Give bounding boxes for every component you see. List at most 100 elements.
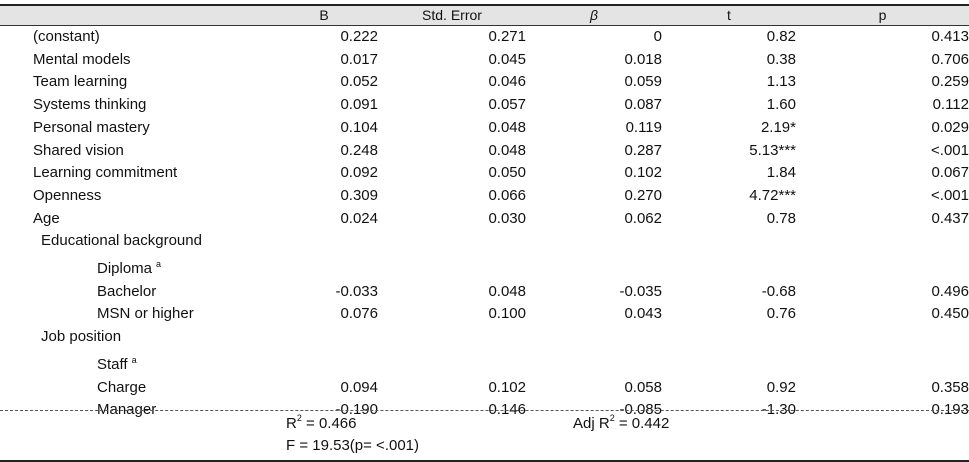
r-squared-value: = 0.466 (301, 415, 357, 432)
r-squared-exponent: 2 (296, 413, 302, 423)
cell-beta: -0.085 (619, 401, 662, 419)
cell-beta: 0.270 (624, 186, 662, 204)
table-row: (constant) 0.222 0.271 0 0.82 0.413 (0, 26, 969, 49)
cell-b: 0.092 (340, 164, 378, 182)
r-squared-symbol: R (286, 415, 297, 432)
cell-beta: 0.287 (624, 141, 662, 159)
cell-b: 0.091 (340, 96, 378, 114)
reference-category: Diploma (97, 260, 153, 278)
cell-b: 0.024 (340, 209, 378, 227)
table-row: Openness 0.309 0.066 0.270 4.72*** <.001 (0, 185, 969, 208)
cell-beta: 0.102 (624, 164, 662, 182)
table-row: Charge 0.094 0.102 0.058 0.92 0.358 (0, 377, 969, 400)
header-beta: β (590, 7, 598, 23)
adjusted-r-squared: Adj R2 = 0.442 (573, 413, 669, 432)
cell-se: 0.271 (488, 28, 526, 45)
cell-p: 0.029 (931, 118, 969, 136)
row-label: Age (33, 209, 60, 227)
cell-p: 0.067 (931, 164, 969, 182)
row-label: Manager (97, 401, 157, 419)
reference-category: Staff (97, 355, 128, 373)
cell-se: 0.048 (488, 282, 526, 300)
cell-p: 0.450 (931, 305, 969, 323)
cell-b: 0.094 (340, 378, 378, 396)
cell-t: 5.13*** (749, 141, 796, 159)
model-fit-footer: R2 = 0.466 Adj R2 = 0.442 F = 19.53(p= <… (0, 410, 969, 462)
cell-t: 0.92 (766, 378, 796, 396)
cell-b: 0.248 (340, 141, 378, 159)
cell-se: 0.050 (488, 164, 526, 182)
row-label: Learning commitment (33, 164, 178, 182)
cell-se: 0.048 (488, 118, 526, 136)
cell-b: 0.309 (340, 186, 378, 204)
cell-p: 0.193 (931, 401, 969, 419)
table-row: MSN or higher 0.076 0.100 0.043 0.76 0.4… (0, 303, 969, 326)
r-squared: R2 = 0.466 (286, 413, 357, 432)
cell-se: 0.046 (488, 73, 526, 91)
adjusted-r-squared-exponent: 2 (609, 413, 615, 423)
cell-t: 1.60 (766, 96, 796, 114)
adjusted-r-squared-value: = 0.442 (614, 415, 670, 432)
cell-se: 0.057 (488, 96, 526, 114)
row-label: Personal mastery (33, 118, 150, 136)
reference-label: Staff a (0, 349, 969, 377)
cell-p: 0.496 (931, 282, 969, 300)
cell-b: 0.017 (340, 50, 378, 68)
row-label: Bachelor (97, 282, 157, 300)
row-label: Openness (33, 186, 102, 204)
regression-table: B Std. Error β t p (constant) 0.222 0.27… (0, 4, 969, 422)
cell-beta: 0.043 (624, 305, 662, 323)
header-b: B (319, 7, 329, 23)
f-statistic: F = 19.53(p= <.001) (286, 437, 420, 454)
cell-t: 0.78 (766, 209, 796, 227)
cell-se: 0.102 (488, 378, 526, 396)
reference-marker: a (131, 354, 137, 365)
table-row: Age 0.024 0.030 0.062 0.78 0.437 (0, 208, 969, 231)
group-row-job-position: Job position (0, 326, 969, 349)
cell-b: 0.076 (340, 305, 378, 323)
table-row: Team learning 0.052 0.046 0.059 1.13 0.2… (0, 71, 969, 94)
cell-beta: 0.059 (624, 73, 662, 91)
row-label: Mental models (33, 50, 131, 68)
table-row: Shared vision 0.248 0.048 0.287 5.13*** … (0, 140, 969, 163)
cell-p: 0.112 (932, 96, 969, 114)
cell-t: -0.68 (761, 282, 796, 300)
cell-beta: 0.062 (624, 209, 662, 227)
cell-t: 0.76 (766, 305, 796, 323)
table-row: Learning commitment 0.092 0.050 0.102 1.… (0, 162, 969, 185)
cell-p: <.001 (931, 186, 969, 204)
adjusted-r-squared-symbol: Adj R (573, 415, 610, 432)
cell-p: <.001 (931, 141, 969, 159)
cell-se: 0.048 (488, 141, 526, 159)
cell-p: 0.413 (931, 28, 969, 45)
row-label: (constant) (33, 28, 100, 45)
cell-b: -0.033 (335, 282, 378, 300)
cell-t: 2.19* (760, 118, 796, 136)
row-label: Systems thinking (33, 96, 147, 114)
cell-t: 1.13 (766, 73, 796, 91)
cell-p: 0.706 (931, 50, 969, 68)
table-row: Systems thinking 0.091 0.057 0.087 1.60 … (0, 94, 969, 117)
cell-t: -1.30 (761, 401, 796, 419)
table-row: Bachelor -0.033 0.048 -0.035 -0.68 0.496 (0, 281, 969, 304)
group-row-education: Educational background (0, 230, 969, 253)
reference-marker: a (156, 259, 162, 270)
cell-t: 1.84 (766, 164, 796, 182)
cell-se: 0.045 (488, 50, 526, 68)
row-label: Team learning (33, 73, 128, 91)
cell-se: 0.100 (488, 305, 526, 323)
cell-b: 0.222 (340, 28, 378, 45)
header-variable (0, 5, 270, 26)
cell-b: -0.190 (335, 401, 378, 419)
cell-b: 0.104 (340, 118, 378, 136)
cell-t: 4.72*** (749, 186, 796, 204)
table-row: Mental models 0.017 0.045 0.018 0.38 0.7… (0, 49, 969, 72)
row-label: Charge (97, 378, 147, 396)
header-row: B Std. Error β t p (0, 5, 969, 26)
cell-beta: -0.035 (619, 282, 662, 300)
cell-beta: 0.119 (625, 118, 662, 136)
cell-beta: 0.087 (624, 96, 662, 114)
group-label: Educational background (41, 232, 202, 250)
cell-beta: 0.058 (624, 378, 662, 396)
